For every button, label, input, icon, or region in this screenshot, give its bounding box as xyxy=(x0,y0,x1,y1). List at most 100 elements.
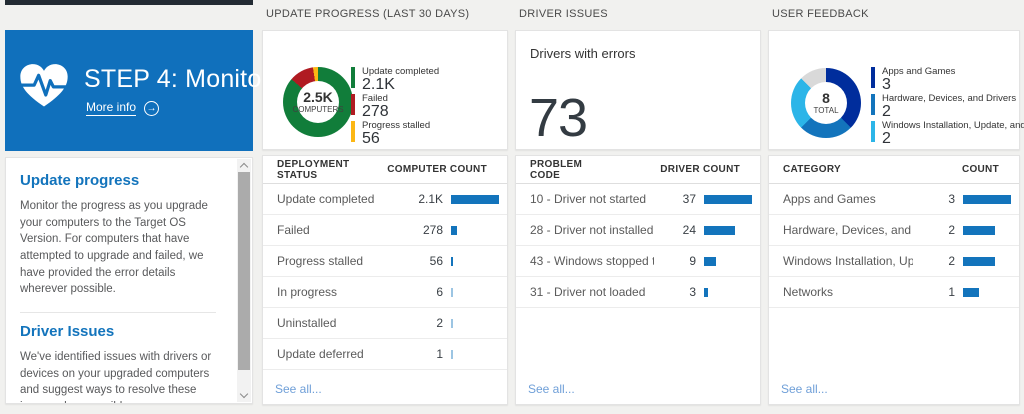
table-row[interactable]: 10 - Driver not started 37 xyxy=(516,184,760,215)
donut-center: 8 TOTAL xyxy=(805,82,847,124)
row-value: 2 xyxy=(948,254,955,268)
table-header-count: COMPUTER COUNT xyxy=(387,164,487,175)
section-heading: Driver Issues xyxy=(20,323,115,341)
legend-entry: Windows Installation, Update, and... 2 xyxy=(871,121,1024,147)
table-row[interactable]: Update deferred 1 xyxy=(263,339,507,370)
legend-value: 2.1K xyxy=(362,76,395,93)
column-title-update-progress: UPDATE PROGRESS (LAST 30 DAYS) xyxy=(266,8,470,20)
row-bar-slot xyxy=(963,194,1013,204)
drivers-with-errors-card[interactable]: Drivers with errors 73 xyxy=(515,30,761,150)
table-row[interactable]: 31 - Driver not loaded 3 xyxy=(516,277,760,308)
see-all-link[interactable]: See all... xyxy=(781,382,828,396)
row-bar-slot xyxy=(704,256,754,266)
legend-swatch xyxy=(351,67,355,88)
row-bar-slot xyxy=(704,194,754,204)
row-value: 6 xyxy=(436,285,443,299)
table-row[interactable]: Progress stalled 56 xyxy=(263,246,507,277)
update-progress-donut[interactable]: 2.5K COMPUTERS xyxy=(283,67,353,137)
row-label: In progress xyxy=(277,285,338,299)
row-label: 28 - Driver not installed xyxy=(530,223,654,237)
row-value: 2 xyxy=(948,223,955,237)
more-info-link[interactable]: More info → xyxy=(86,100,160,116)
legend-entry: Progress stalled 56 xyxy=(351,121,439,147)
row-label: Update completed xyxy=(277,192,375,206)
row-value: 24 xyxy=(682,223,696,237)
row-bar-slot xyxy=(963,256,1013,266)
see-all-link[interactable]: See all... xyxy=(275,382,322,396)
donut-center-value: 8 xyxy=(822,90,830,106)
section-body: We've identified issues with drivers or … xyxy=(20,351,212,403)
update-progress-chart-card: 2.5K COMPUTERS Update completed 2.1K Faile… xyxy=(262,30,508,150)
row-label: Apps and Games xyxy=(783,192,876,206)
table-row[interactable]: Hardware, Devices, and Drivers 2 xyxy=(769,215,1019,246)
row-label: 43 - Windows stopped the devi... xyxy=(530,254,654,268)
row-label: Windows Installation, Update,... xyxy=(783,254,913,268)
scroll-down-icon[interactable] xyxy=(239,389,249,399)
row-bar xyxy=(451,318,453,328)
table-row[interactable]: Windows Installation, Update,... 2 xyxy=(769,246,1019,277)
donut-center-label: TOTAL xyxy=(813,106,839,115)
deployment-status-table-card: DEPLOYMENT STATUS COMPUTER COUNT Update … xyxy=(262,155,508,405)
legend-label: Failed xyxy=(362,93,388,104)
legend-entry: Failed 278 xyxy=(351,93,439,120)
row-bar xyxy=(963,194,1011,204)
table-row[interactable]: Networks 1 xyxy=(769,277,1019,308)
row-bar-slot xyxy=(704,287,754,297)
row-bar-slot xyxy=(704,225,754,235)
row-label: 31 - Driver not loaded xyxy=(530,285,646,299)
row-bar xyxy=(963,225,995,235)
row-bar-slot xyxy=(451,256,501,266)
previous-tile-edge xyxy=(5,0,253,5)
legend-swatch xyxy=(871,94,875,115)
legend-swatch xyxy=(871,67,875,88)
legend-entry: Apps and Games 3 xyxy=(871,66,1024,93)
update-progress-legend: Update completed 2.1K Failed 278 Progress st… xyxy=(351,67,439,148)
see-all-link[interactable]: See all... xyxy=(528,382,575,396)
table-row[interactable]: Failed 278 xyxy=(263,215,507,246)
row-bar xyxy=(963,256,995,266)
row-bar xyxy=(704,256,716,266)
row-value: 56 xyxy=(429,254,443,268)
donut-center: 2.5K COMPUTERS xyxy=(292,81,344,123)
row-bar-slot xyxy=(451,287,501,297)
section-driver-issues: Driver Issues We've identified issues wi… xyxy=(20,313,216,403)
row-bar xyxy=(451,287,453,297)
user-feedback-donut[interactable]: 8 TOTAL xyxy=(791,68,861,138)
stat-value: 73 xyxy=(529,88,588,148)
table-rows: Update completed 2.1K Failed 278 Progress st… xyxy=(263,184,507,370)
column-title-user-feedback: USER FEEDBACK xyxy=(772,8,869,20)
row-bar-slot xyxy=(451,349,501,359)
scroll-up-icon[interactable] xyxy=(239,162,249,172)
row-bar xyxy=(451,225,458,235)
legend-entry: Update completed 2.1K xyxy=(351,67,439,93)
table-header: PROBLEM CODE DRIVER COUNT xyxy=(516,156,760,184)
step-title: STEP 4: Monitor xyxy=(84,65,270,93)
table-header: CATEGORY COUNT xyxy=(769,156,1019,184)
row-label: Update deferred xyxy=(277,347,364,361)
row-value: 3 xyxy=(948,192,955,206)
scrollbar-thumb[interactable] xyxy=(238,172,250,370)
row-bar xyxy=(704,287,708,297)
legend-label: Apps and Games xyxy=(882,66,956,77)
step-4-monitor-tile[interactable]: STEP 4: Monitor More info → xyxy=(5,30,270,151)
description-sections: Update progress Monitor the progress as … xyxy=(6,158,252,403)
table-row[interactable]: 43 - Windows stopped the devi... 9 xyxy=(516,246,760,277)
description-panel: Update progress Monitor the progress as … xyxy=(5,157,253,404)
table-row[interactable]: Apps and Games 3 xyxy=(769,184,1019,215)
row-bar xyxy=(704,225,736,235)
table-header: DEPLOYMENT STATUS COMPUTER COUNT xyxy=(263,156,507,184)
row-bar-slot xyxy=(963,287,1013,297)
table-row[interactable]: In progress 6 xyxy=(263,277,507,308)
table-row[interactable]: Update completed 2.1K xyxy=(263,184,507,215)
row-bar xyxy=(451,256,453,266)
row-bar-slot xyxy=(451,194,501,204)
table-row[interactable]: Uninstalled 2 xyxy=(263,308,507,339)
user-feedback-legend: Apps and Games 3 Hardware, Devices, and Dr… xyxy=(871,67,1024,148)
table-header-count: DRIVER COUNT xyxy=(660,164,740,175)
scrollbar[interactable] xyxy=(237,159,251,402)
donut-center-label: COMPUTERS xyxy=(292,105,344,114)
column-title-driver-issues: DRIVER ISSUES xyxy=(519,8,608,20)
user-feedback-chart-card: 8 TOTAL Apps and Games 3 Hardware, Devices… xyxy=(768,30,1024,150)
row-label: Failed xyxy=(277,223,310,237)
table-row[interactable]: 28 - Driver not installed 24 xyxy=(516,215,760,246)
